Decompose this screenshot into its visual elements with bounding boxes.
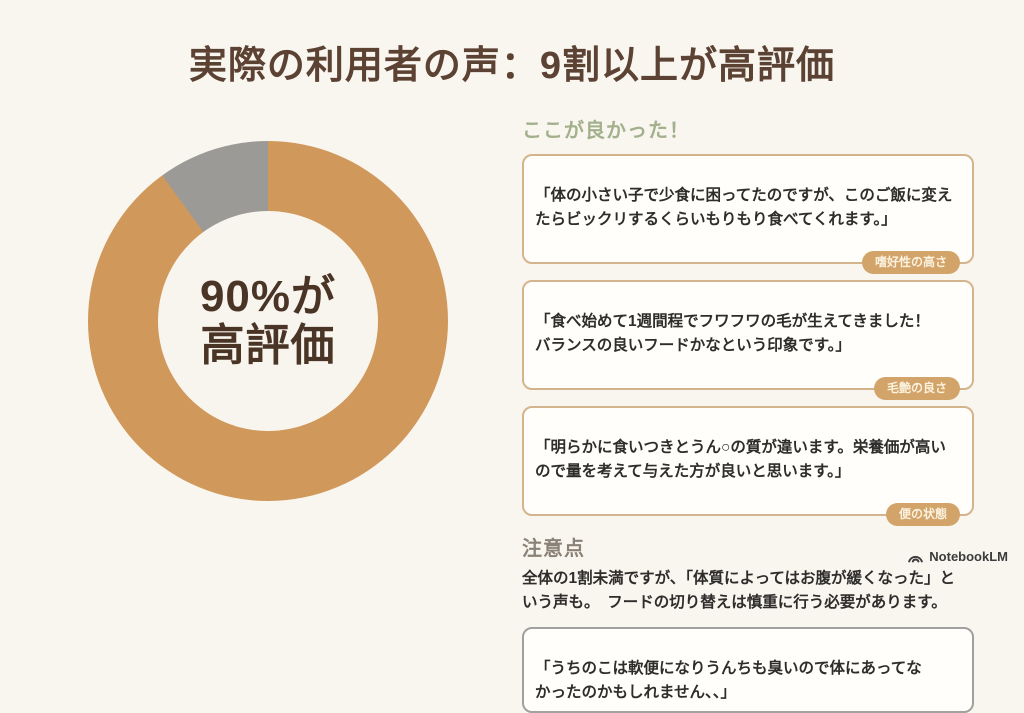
notebooklm-logo-icon <box>907 550 924 563</box>
positives-heading: ここが良かった！ <box>522 120 690 142</box>
caution-heading: 注意点 <box>522 538 585 561</box>
caution-body-text: 全体の1割未満ですが、「体質によってはお腹が緩くなった」と いう声も。 フードの… <box>522 570 956 612</box>
rating-donut-chart: 90%が 高評価 <box>88 141 448 501</box>
notebooklm-logo-text: NotebookLM <box>929 549 1008 564</box>
positive-quote-box-3: 「明らかに食いつきとうん○の質が違います。栄養価が高い ので量を考えて与えた方が… <box>522 406 974 527</box>
donut-chart-hole: 90%が 高評価 <box>158 211 378 431</box>
positive-quote-3: 「明らかに食いつきとうん○の質が違います。栄養価が高い ので量を考えて与えた方が… <box>535 439 946 481</box>
positive-quote-1: 「体の小さい子で少食に困ってたのですが、このご飯に変え たらビックリするくらいも… <box>535 187 953 229</box>
positive-tag-3: 便の状態 <box>885 503 960 527</box>
feedback-column: ここが良かった！ 「体の小さい子で少食に困ってたのですが、このご飯に変え たらビ… <box>522 114 974 713</box>
positive-quote-box-2: 「食べ始めて1週間程でフワフワの毛が生えてきました！ バランスの良いフードかなと… <box>522 280 974 401</box>
notebooklm-branding: NotebookLM <box>907 549 1008 564</box>
caution-quote-box: 「うちのこは軟便になりうんちも臭いので体にあってな かったのかもしれません、、」 <box>522 627 974 713</box>
donut-center-line1: 90%が <box>199 271 337 321</box>
page-title: 実際の利用者の声：9割以上が高評価 <box>188 45 836 87</box>
positive-quote-2: 「食べ始めて1週間程でフワフワの毛が生えてきました！ バランスの良いフードかなと… <box>535 313 930 355</box>
positive-tag-1: 嗜好性の高さ <box>861 251 960 275</box>
donut-center-line2: 高評価 <box>200 321 336 370</box>
positive-quote-box-1: 「体の小さい子で少食に困ってたのですが、このご飯に変え たらビックリするくらいも… <box>522 154 974 275</box>
caution-quote: 「うちのこは軟便になりうんちも臭いので体にあってな かったのかもしれません、、」 <box>535 660 922 702</box>
positive-tag-2: 毛艶の良さ <box>873 377 960 401</box>
